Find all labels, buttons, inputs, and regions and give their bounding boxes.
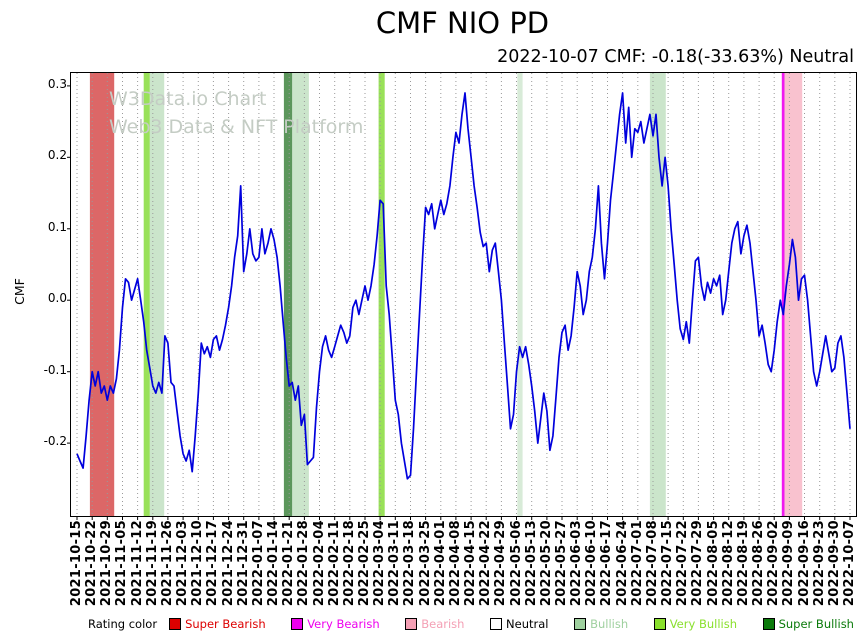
x-tick-label: 2022-02-18 [341, 520, 357, 607]
x-tick-label: 2021-10-22 [84, 520, 100, 607]
x-tick-label: 2022-06-24 [614, 520, 630, 607]
x-tick-label: 2021-11-26 [159, 520, 175, 607]
y-tick-label: 0.1 [47, 219, 67, 234]
legend-swatch [405, 618, 418, 630]
x-tick-label: 2022-05-06 [508, 520, 524, 607]
rating-zone-super-bearish [89, 73, 115, 516]
x-tick-label: 2022-07-01 [629, 520, 645, 607]
x-tick-label: 2021-12-10 [190, 520, 206, 607]
rating-zone-very-bullish [378, 73, 385, 516]
cmf-line [76, 92, 851, 480]
rating-zone-bullish [149, 73, 165, 516]
x-tick-label: 2022-09-23 [811, 520, 827, 607]
x-tick-label: 2022-01-21 [281, 520, 297, 607]
x-tick-label: 2022-08-12 [720, 520, 736, 607]
x-tick-label: 2022-03-11 [387, 520, 403, 607]
x-tick-label: 2021-11-05 [114, 520, 130, 607]
x-tick-label: 2021-12-03 [175, 520, 191, 607]
x-tick-label: 2022-06-10 [584, 520, 600, 607]
x-tick-label: 2022-10-07 [842, 520, 857, 607]
legend-swatch [653, 618, 666, 630]
x-tick-label: 2022-08-26 [751, 520, 767, 607]
x-tick-label: 2022-04-01 [432, 520, 448, 607]
legend-item-super-bearish: Super Bearish [169, 617, 266, 631]
legend-swatch [169, 618, 182, 630]
x-tick-label: 2022-03-04 [372, 520, 388, 607]
x-tick-label: 2022-01-14 [266, 520, 282, 607]
rating-zone-bullish [517, 73, 523, 516]
x-tick-label: 2022-02-25 [356, 520, 372, 607]
legend-item-neutral: Neutral [490, 617, 549, 631]
x-tick-label: 2022-09-02 [766, 520, 782, 607]
x-tick-label: 2021-11-12 [129, 520, 145, 607]
legend-item-label: Bullish [590, 617, 629, 631]
x-tick-label: 2022-03-25 [417, 520, 433, 607]
legend-swatch [490, 618, 503, 630]
x-tick-label: 2022-07-08 [644, 520, 660, 607]
x-tick-label: 2022-01-07 [250, 520, 266, 607]
x-tick-label: 2021-12-17 [205, 520, 221, 607]
x-tick-label: 2022-09-30 [826, 520, 842, 607]
x-tick-label: 2021-11-19 [144, 520, 160, 607]
legend-item-label: Very Bullish [669, 617, 737, 631]
x-tick-label: 2022-09-16 [796, 520, 812, 607]
legend-item-bullish: Bullish [574, 617, 628, 631]
x-tick-label: 2021-12-31 [235, 520, 251, 607]
x-tick-label: 2021-10-15 [69, 520, 84, 607]
rating-zone-very-bearish [781, 73, 785, 516]
y-tick-label: -0.1 [43, 362, 67, 377]
legend-item-label: Super Bullish [778, 617, 854, 631]
x-tick-label: 2022-05-27 [554, 520, 570, 607]
x-tick-label: 2022-04-29 [493, 520, 509, 607]
y-tick-label: 0.0 [47, 291, 67, 306]
legend-swatch [291, 618, 304, 630]
y-axis-label: CMF [11, 278, 27, 305]
legend-swatch [574, 618, 587, 630]
legend-item-bearish: Bearish [405, 617, 464, 631]
x-tick-label: 2022-04-15 [463, 520, 479, 607]
chart-subtitle: 2022-10-07 CMF: -0.18(-33.63%) Neutral [497, 47, 854, 67]
legend-item-label: Bearish [421, 617, 465, 631]
y-tick-label: -0.2 [43, 434, 67, 449]
x-tick-label: 2022-05-13 [523, 520, 539, 607]
cmf-line-chart [67, 73, 851, 520]
rating-zone-super-bullish [283, 73, 293, 516]
legend-item-label: Very Bearish [307, 617, 380, 631]
x-tick-label: 2022-02-04 [311, 520, 327, 607]
x-tick-label: 2022-07-22 [675, 520, 691, 607]
legend-item-label: Super Bearish [185, 617, 266, 631]
plot-area: W3Data.io Chart Web3 Data & NFT Platform [67, 72, 857, 520]
legend-items: Super Bearish Very Bearish Bearish Neutral B… [169, 617, 854, 631]
legend-item-very-bearish: Very Bearish [291, 617, 380, 631]
x-tick-label: 2022-01-28 [296, 520, 312, 607]
x-tick-label: 2022-09-09 [781, 520, 797, 607]
x-tick-label: 2022-07-15 [660, 520, 676, 607]
x-tick-label: 2022-03-18 [402, 520, 418, 607]
x-tick-label: 2022-05-20 [538, 520, 554, 607]
x-tick-label: 2021-10-29 [99, 520, 115, 607]
legend-item-label: Neutral [506, 617, 549, 631]
x-tick-label: 2022-06-17 [599, 520, 615, 607]
rating-zone-very-bullish [143, 73, 150, 516]
legend-item-super-bullish: Super Bullish [762, 617, 854, 631]
y-tick-label: 0.2 [47, 148, 67, 163]
y-tick-label: 0.3 [47, 76, 67, 91]
x-tick-label: 2022-06-03 [569, 520, 585, 607]
x-tick-label: 2022-04-08 [447, 520, 463, 607]
page-title: CMF NIO PD [375, 6, 550, 40]
rating-legend: Rating color Super Bearish Very Bearish Be… [88, 617, 854, 631]
x-tick-label: 2022-02-11 [326, 520, 342, 607]
x-tick-label: 2022-08-05 [705, 520, 721, 607]
legend-swatch [762, 618, 775, 630]
x-tick-label: 2021-12-24 [220, 520, 236, 607]
x-tick-label: 2022-04-22 [478, 520, 494, 607]
legend-item-very-bullish: Very Bullish [653, 617, 737, 631]
x-tick-label: 2022-07-29 [690, 520, 706, 607]
x-tick-label: 2022-08-19 [735, 520, 751, 607]
legend-title: Rating color [88, 617, 158, 631]
